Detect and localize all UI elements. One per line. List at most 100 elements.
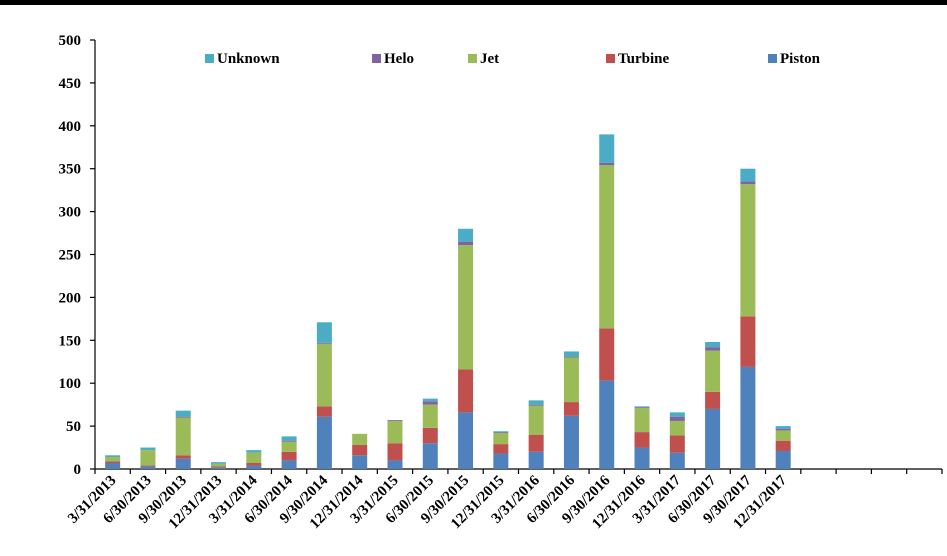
legend-label-turbine: Turbine xyxy=(618,51,669,67)
y-tick-label: 50 xyxy=(66,419,81,435)
y-tick-label: 250 xyxy=(59,248,82,264)
bar-segment-piston xyxy=(563,415,579,469)
y-tick-label: 500 xyxy=(59,33,82,49)
bar-segment-unknown xyxy=(563,351,579,357)
bar-segment-turbine xyxy=(422,427,438,444)
bar-segment-unknown xyxy=(705,342,721,348)
legend-label-jet: Jet xyxy=(480,51,499,67)
legend-swatch-unknown xyxy=(205,54,214,63)
bar-segment-helo xyxy=(281,440,297,442)
bar-segment-helo xyxy=(775,428,791,431)
bar-segment-helo xyxy=(634,407,650,409)
bar-segment-turbine xyxy=(705,391,721,409)
bar-segment-piston xyxy=(599,380,615,469)
legend-label-helo: Helo xyxy=(384,51,414,67)
bar-segment-piston xyxy=(740,366,756,469)
bar-segment-unknown xyxy=(634,406,650,408)
bar-segment-helo xyxy=(563,356,579,358)
bar-segment-jet xyxy=(387,420,403,444)
y-tick-label: 0 xyxy=(74,462,82,478)
bar-segment-jet xyxy=(211,463,227,467)
bar-segment-helo xyxy=(422,401,438,405)
bar-segment-helo xyxy=(458,241,474,246)
bar-segment-turbine xyxy=(175,455,191,459)
bar-segment-unknown xyxy=(669,412,685,417)
bar-segment-jet xyxy=(599,165,615,329)
bar-segment-jet xyxy=(634,408,650,433)
y-axis: 0 50 100 150 200 250 300 350 400 450 500 xyxy=(59,33,96,478)
bar-segment-unknown xyxy=(458,228,474,242)
y-tick-label: 300 xyxy=(59,205,82,221)
bar-segment-turbine xyxy=(599,328,615,381)
bar-segment-jet xyxy=(281,441,297,452)
y-tick-label: 350 xyxy=(59,162,82,178)
legend: Unknown Helo Jet Turbine Piston xyxy=(205,51,821,67)
bar-segment-piston xyxy=(211,467,227,469)
bars xyxy=(105,134,791,469)
bar-segment-jet xyxy=(705,350,721,392)
bar-segment-jet xyxy=(246,452,262,463)
bar-segment-jet xyxy=(352,433,368,445)
y-tick-label: 400 xyxy=(59,119,82,135)
bar-segment-piston xyxy=(105,462,121,469)
legend-label-piston: Piston xyxy=(780,51,821,67)
bar-segment-jet xyxy=(105,456,121,462)
y-tick-label: 100 xyxy=(59,376,82,392)
bar-segment-unknown xyxy=(281,436,297,441)
bar-segment-piston xyxy=(669,452,685,469)
bar-segment-unknown xyxy=(246,450,262,453)
bar-segment-turbine xyxy=(281,451,297,461)
bar-segment-turbine xyxy=(387,443,403,461)
bar-segment-piston xyxy=(775,450,791,469)
bar-segment-jet xyxy=(775,430,791,441)
bar-segment-turbine xyxy=(634,432,650,448)
bar-segment-jet xyxy=(563,357,579,403)
top-border-rule xyxy=(0,0,947,5)
bar-segment-jet xyxy=(740,184,756,317)
bar-segment-helo xyxy=(387,420,403,421)
bar-segment-piston xyxy=(634,447,650,469)
legend-swatch-turbine xyxy=(606,54,615,63)
bar-segment-turbine xyxy=(211,466,227,468)
x-axis: 3/31/20136/30/20139/30/201312/31/20133/3… xyxy=(65,468,943,532)
bar-segment-turbine xyxy=(740,316,756,367)
bar-segment-turbine xyxy=(563,402,579,416)
bar-segment-unknown xyxy=(775,426,791,429)
bar-segment-helo xyxy=(705,347,721,351)
bar-segment-turbine xyxy=(105,461,121,463)
bar-segment-helo xyxy=(599,162,615,166)
bar-segment-turbine xyxy=(493,444,509,454)
bar-segment-helo xyxy=(493,432,509,433)
bar-segment-unknown xyxy=(316,322,332,343)
bar-segment-helo xyxy=(175,416,191,418)
y-tick-label: 150 xyxy=(59,333,82,349)
bar-segment-piston xyxy=(458,412,474,469)
bar-segment-jet xyxy=(175,417,191,456)
bar-segment-helo xyxy=(528,404,544,406)
bar-segment-jet xyxy=(458,245,474,370)
bar-segment-helo xyxy=(316,342,332,344)
bar-segment-piston xyxy=(175,458,191,469)
bar-segment-piston xyxy=(281,460,297,469)
bar-segment-piston xyxy=(316,416,332,469)
bar-segment-unknown xyxy=(422,398,438,402)
bar-segment-unknown xyxy=(599,134,615,163)
bar-segment-unknown xyxy=(105,455,121,457)
y-tick-label: 200 xyxy=(59,290,82,306)
bar-segment-turbine xyxy=(316,406,332,417)
bar-segment-unknown xyxy=(175,410,191,417)
bar-segment-piston xyxy=(528,451,544,469)
legend-swatch-jet xyxy=(468,54,477,63)
legend-swatch-piston xyxy=(768,54,777,63)
bar-segment-piston xyxy=(387,460,403,469)
bar-segment-jet xyxy=(528,405,544,435)
legend-label-unknown: Unknown xyxy=(217,51,280,67)
bar-segment-piston xyxy=(705,408,721,469)
bar-segment-helo xyxy=(669,416,685,421)
bar-segment-unknown xyxy=(140,447,156,451)
bar-segment-piston xyxy=(140,466,156,469)
bar-segment-unknown xyxy=(211,462,227,464)
bar-segment-jet xyxy=(493,432,509,445)
bar-segment-jet xyxy=(140,450,156,466)
